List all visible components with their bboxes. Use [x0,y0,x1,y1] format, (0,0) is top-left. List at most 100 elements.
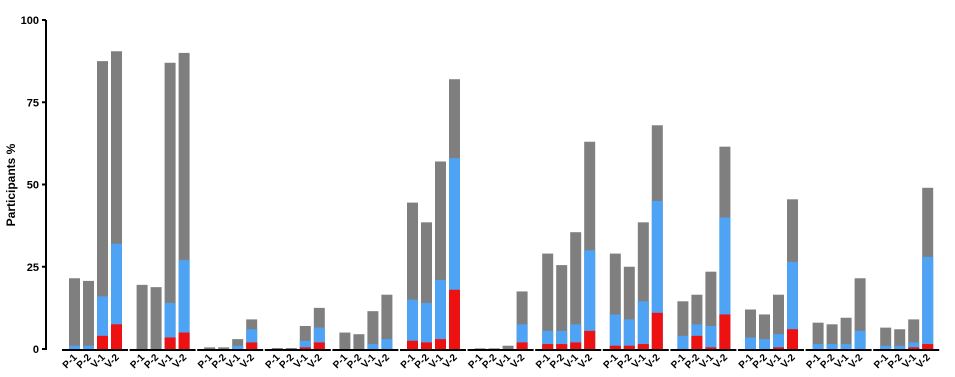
bar-grey [97,61,108,349]
bar-red [637,344,649,349]
bar-blue [759,339,770,349]
bar-blue [922,256,934,349]
y-tick-label: 0 [33,344,39,356]
y-tick-label: 75 [27,97,39,109]
x-tick-label: V-2 [914,352,933,371]
y-axis-label: Participants % [4,143,18,226]
bar-blue [745,337,756,349]
bar-grey [285,348,297,349]
bar-grey [542,253,554,349]
bar-blue [178,260,190,349]
bar-grey [69,278,80,349]
bar-blue [812,344,824,349]
x-tick-label: V-2 [509,352,528,371]
bar-red [705,347,717,349]
bar-red [719,314,731,349]
x-tick-labels: P-1P-2V-1V-2 P-1P-2V-1V-2 P-1P-2V-1V-2 P-1P… [61,352,933,371]
bar-blue [299,340,311,349]
bar-blue [449,158,460,349]
bar-grey [218,347,230,349]
bar-grey [353,334,365,349]
bar-red [908,347,920,349]
bar-red [922,344,934,349]
bar-grey [299,325,311,349]
bar-blue [556,330,568,349]
bar-grey [759,314,770,349]
bar-blue [164,302,176,349]
bar-blue [677,335,689,349]
bar-grey [178,52,190,350]
x-tick-label: V-2 [441,352,460,371]
bar-grey [502,345,514,349]
x-tick-label: V-2 [847,352,866,371]
bar-blue [111,243,122,349]
bar-red [516,342,528,349]
bar-grey [204,347,216,349]
bar-grey [367,311,379,349]
bar-red [609,345,621,349]
bar-grey [570,232,582,349]
y-tick-label: 100 [21,15,39,27]
bar-blue [407,299,418,349]
bar-red [773,347,784,349]
bar-grey [691,294,703,349]
bar-blue [421,302,432,349]
bar-blue [894,345,906,349]
bar-red [556,344,568,349]
bar-red [584,330,596,349]
bar-blue [435,279,446,349]
bar-blue [542,330,554,349]
bar-grey [609,253,621,349]
bar-grey [111,51,122,349]
bar-grey [164,62,176,350]
bar-red [246,342,258,349]
bar-blue [826,344,838,349]
bar-grey [516,291,528,349]
bar-red [570,342,582,349]
bar-grey [908,319,920,349]
bar-grey [136,284,148,349]
bar-blue [584,250,596,349]
x-tick-label: V-2 [171,352,190,371]
bar-grey [339,332,351,349]
bar-blue [313,327,325,349]
bar-blue [381,339,393,349]
bar-grey [488,348,500,349]
bar-blue [787,261,798,349]
bar-red [449,289,460,349]
bar-grey [474,348,486,349]
bar-grey [812,322,824,349]
bar-blue [651,200,663,349]
bar-blue [908,342,920,349]
x-tick-label: V-2 [306,352,325,371]
bar-blue [854,330,866,349]
x-tick-label: V-2 [779,352,798,371]
bar-blue [623,319,635,349]
bar-grey [421,222,432,349]
bar-blue [69,345,80,349]
x-tick-label: V-2 [712,352,731,371]
bar-blue [97,296,108,349]
x-tick-label: V-2 [644,352,663,371]
bar-red [435,339,446,349]
bar-red [542,344,554,349]
bar-blue [367,344,379,349]
bar-red [313,342,325,349]
bar-blue [570,324,582,349]
bar-blue [83,345,94,349]
bar-blue [773,334,784,349]
bar-grey [840,317,852,349]
bar-grey [623,266,635,349]
bar-grey [435,161,446,349]
bar-blue [840,344,852,349]
y-tick-label: 25 [27,262,39,274]
bar-red [97,335,108,349]
bar-red [178,332,190,349]
bar-blue [516,324,528,349]
bar-grey [271,348,283,349]
bar-grey [407,202,418,349]
bar-grey [584,141,596,349]
bar-blue [232,345,244,349]
bars [69,51,934,350]
